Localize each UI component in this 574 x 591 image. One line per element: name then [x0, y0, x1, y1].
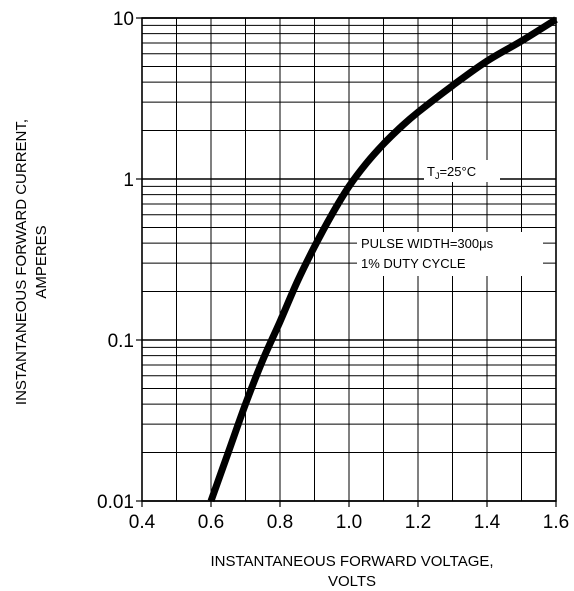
annotation-tj-main: T	[427, 164, 435, 179]
axis-labels: 0.4 0.6 0.8 1.0 1.2 1.4 1.6 0.01 0.1 1 10 INSTANTAN…	[13, 9, 569, 590]
annotation-tj-subscript: J	[435, 171, 440, 181]
series-line-0	[207, 16, 558, 503]
annotation-pulse-width: PULSE WIDTH=300μs	[361, 236, 494, 251]
x-axis-label-line2: VOLTS	[328, 573, 376, 590]
plot-frame	[141, 17, 557, 502]
x-tick-label: 0.8	[267, 512, 293, 533]
annotations: TJ=25°C PULSE WIDTH=300μs 1% DUTY CYCLE	[357, 160, 543, 276]
tick-marks	[136, 17, 557, 507]
x-tick-label: 1.4	[474, 512, 501, 533]
y-axis-label-line1: INSTANTANEOUS FORWARD CURRENT,	[13, 119, 30, 405]
x-axis-label-line1: INSTANTANEOUS FORWARD VOLTAGE,	[210, 553, 493, 570]
y-axis-label-line2: AMPERES	[33, 225, 50, 298]
annotation-duty-cycle: 1% DUTY CYCLE	[361, 256, 466, 271]
annotation-tj-value: =25°C	[439, 164, 476, 179]
x-tick-label: 1.2	[405, 512, 431, 533]
x-tick-label: 0.4	[129, 512, 156, 533]
series-group	[207, 16, 558, 503]
x-tick-label: 1.6	[543, 512, 569, 533]
y-tick-label: 0.1	[108, 331, 134, 352]
x-tick-label: 0.6	[198, 512, 224, 533]
x-tick-label: 1.0	[336, 512, 362, 533]
annotation-tj: TJ=25°C	[427, 164, 476, 181]
y-tick-label: 10	[113, 9, 134, 30]
annotation-pulse-background	[357, 232, 543, 276]
y-tick-label: 0.01	[97, 492, 134, 513]
y-tick-label: 1	[123, 170, 134, 191]
annotation-tj-background	[424, 160, 500, 182]
